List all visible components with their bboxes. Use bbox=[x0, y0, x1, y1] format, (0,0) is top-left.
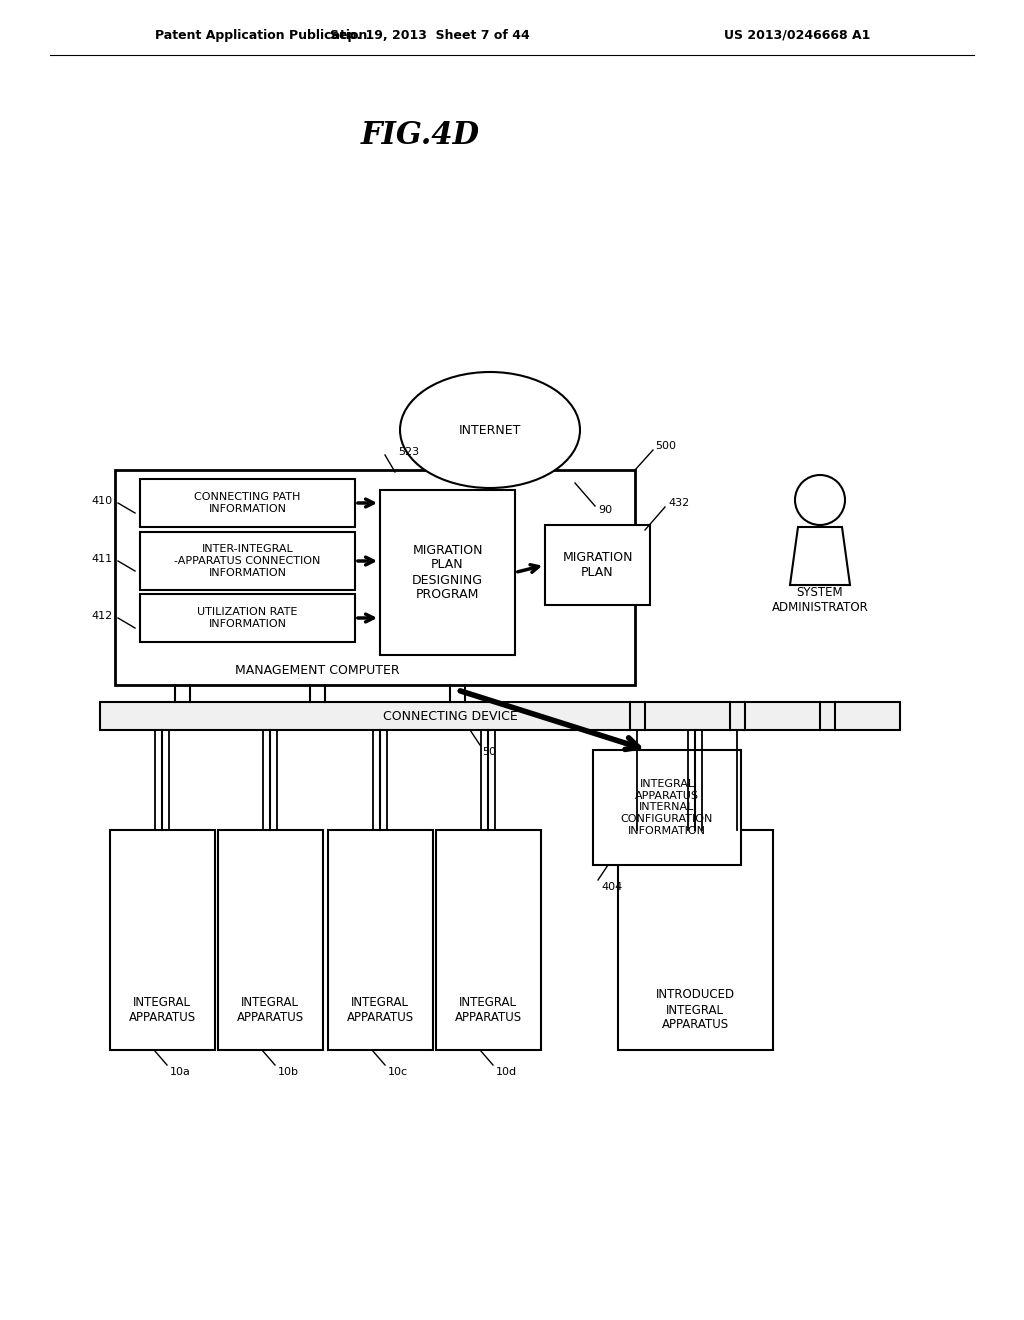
Text: 523: 523 bbox=[398, 447, 419, 457]
Text: 10c: 10c bbox=[388, 1067, 409, 1077]
Text: CONNECTING DEVICE: CONNECTING DEVICE bbox=[383, 710, 517, 722]
Text: INTERNET: INTERNET bbox=[459, 424, 521, 437]
Bar bbox=[435, 830, 541, 1049]
Text: 50: 50 bbox=[482, 747, 496, 756]
Bar bbox=[217, 830, 323, 1049]
Bar bbox=[140, 594, 355, 642]
Polygon shape bbox=[790, 527, 850, 585]
Bar bbox=[593, 750, 741, 865]
Bar bbox=[380, 490, 515, 655]
Text: INTEGRAL
APPARATUS: INTEGRAL APPARATUS bbox=[346, 997, 414, 1024]
Text: US 2013/0246668 A1: US 2013/0246668 A1 bbox=[724, 29, 870, 41]
Bar bbox=[328, 830, 432, 1049]
Text: 500: 500 bbox=[655, 441, 676, 451]
Text: INTEGRAL
APPARATUS: INTEGRAL APPARATUS bbox=[237, 997, 303, 1024]
Bar bbox=[140, 479, 355, 527]
Text: INTER-INTEGRAL
-APPARATUS CONNECTION
INFORMATION: INTER-INTEGRAL -APPARATUS CONNECTION INF… bbox=[174, 544, 321, 578]
Text: 432: 432 bbox=[668, 498, 689, 508]
Text: SYSTEM
ADMINISTRATOR: SYSTEM ADMINISTRATOR bbox=[772, 586, 868, 614]
Text: UTILIZATION RATE
INFORMATION: UTILIZATION RATE INFORMATION bbox=[198, 607, 298, 628]
Text: Patent Application Publication: Patent Application Publication bbox=[155, 29, 368, 41]
Text: 90: 90 bbox=[598, 506, 612, 515]
Bar bbox=[115, 470, 635, 685]
Bar bbox=[545, 525, 650, 605]
Text: 10a: 10a bbox=[170, 1067, 190, 1077]
Text: CONNECTING PATH
INFORMATION: CONNECTING PATH INFORMATION bbox=[195, 492, 301, 513]
Text: 410: 410 bbox=[92, 496, 113, 506]
Ellipse shape bbox=[400, 372, 580, 488]
Bar bbox=[617, 830, 772, 1049]
Text: MANAGEMENT COMPUTER: MANAGEMENT COMPUTER bbox=[234, 664, 399, 677]
Text: INTEGRAL
APPARATUS: INTEGRAL APPARATUS bbox=[128, 997, 196, 1024]
Text: INTEGRAL
APPARATUS
INTERNAL
CONFIGURATION
INFORMATION: INTEGRAL APPARATUS INTERNAL CONFIGURATIO… bbox=[621, 779, 713, 836]
Text: 404: 404 bbox=[601, 882, 623, 892]
Text: 412: 412 bbox=[92, 611, 113, 620]
Text: INTRODUCED
INTEGRAL
APPARATUS: INTRODUCED INTEGRAL APPARATUS bbox=[655, 989, 734, 1031]
Text: MIGRATION
PLAN: MIGRATION PLAN bbox=[562, 550, 633, 579]
Text: 10d: 10d bbox=[496, 1067, 517, 1077]
Bar bbox=[140, 532, 355, 590]
Bar bbox=[100, 702, 900, 730]
Text: 411: 411 bbox=[92, 554, 113, 564]
Text: FIG.4D: FIG.4D bbox=[360, 120, 479, 150]
Text: INTEGRAL
APPARATUS: INTEGRAL APPARATUS bbox=[455, 997, 521, 1024]
Text: MIGRATION
PLAN
DESIGNING
PROGRAM: MIGRATION PLAN DESIGNING PROGRAM bbox=[412, 544, 483, 602]
Text: Sep. 19, 2013  Sheet 7 of 44: Sep. 19, 2013 Sheet 7 of 44 bbox=[330, 29, 529, 41]
Text: 10b: 10b bbox=[278, 1067, 299, 1077]
Circle shape bbox=[795, 475, 845, 525]
Bar bbox=[110, 830, 214, 1049]
